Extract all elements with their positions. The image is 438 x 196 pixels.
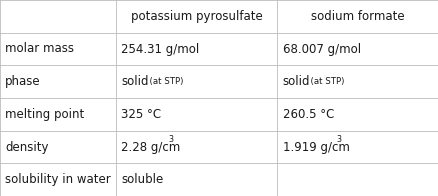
Text: 1.919 g/cm: 1.919 g/cm [283,141,350,153]
Text: 260.5 °C: 260.5 °C [283,108,334,121]
Text: soluble: soluble [121,173,163,186]
Text: (at STP): (at STP) [305,77,345,86]
Text: melting point: melting point [5,108,85,121]
Text: 2.28 g/cm: 2.28 g/cm [121,141,180,153]
Text: solid: solid [121,75,149,88]
Text: potassium pyrosulfate: potassium pyrosulfate [131,10,262,23]
Text: density: density [5,141,49,153]
Text: phase: phase [5,75,41,88]
Text: 254.31 g/mol: 254.31 g/mol [121,43,200,55]
Text: 3: 3 [336,135,341,144]
Text: molar mass: molar mass [5,43,74,55]
Text: solubility in water: solubility in water [5,173,111,186]
Text: sodium formate: sodium formate [311,10,404,23]
Text: 325 °C: 325 °C [121,108,162,121]
Text: solid: solid [283,75,310,88]
Text: 68.007 g/mol: 68.007 g/mol [283,43,360,55]
Text: (at STP): (at STP) [144,77,184,86]
Text: 3: 3 [169,135,173,144]
